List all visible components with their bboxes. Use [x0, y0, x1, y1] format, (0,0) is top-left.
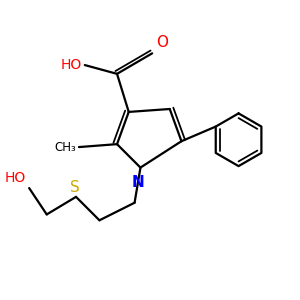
Text: O: O: [157, 35, 169, 50]
Text: N: N: [131, 175, 144, 190]
Text: HO: HO: [61, 58, 82, 72]
Text: S: S: [70, 180, 80, 195]
Text: HO: HO: [5, 171, 26, 185]
Text: CH₃: CH₃: [54, 141, 76, 154]
